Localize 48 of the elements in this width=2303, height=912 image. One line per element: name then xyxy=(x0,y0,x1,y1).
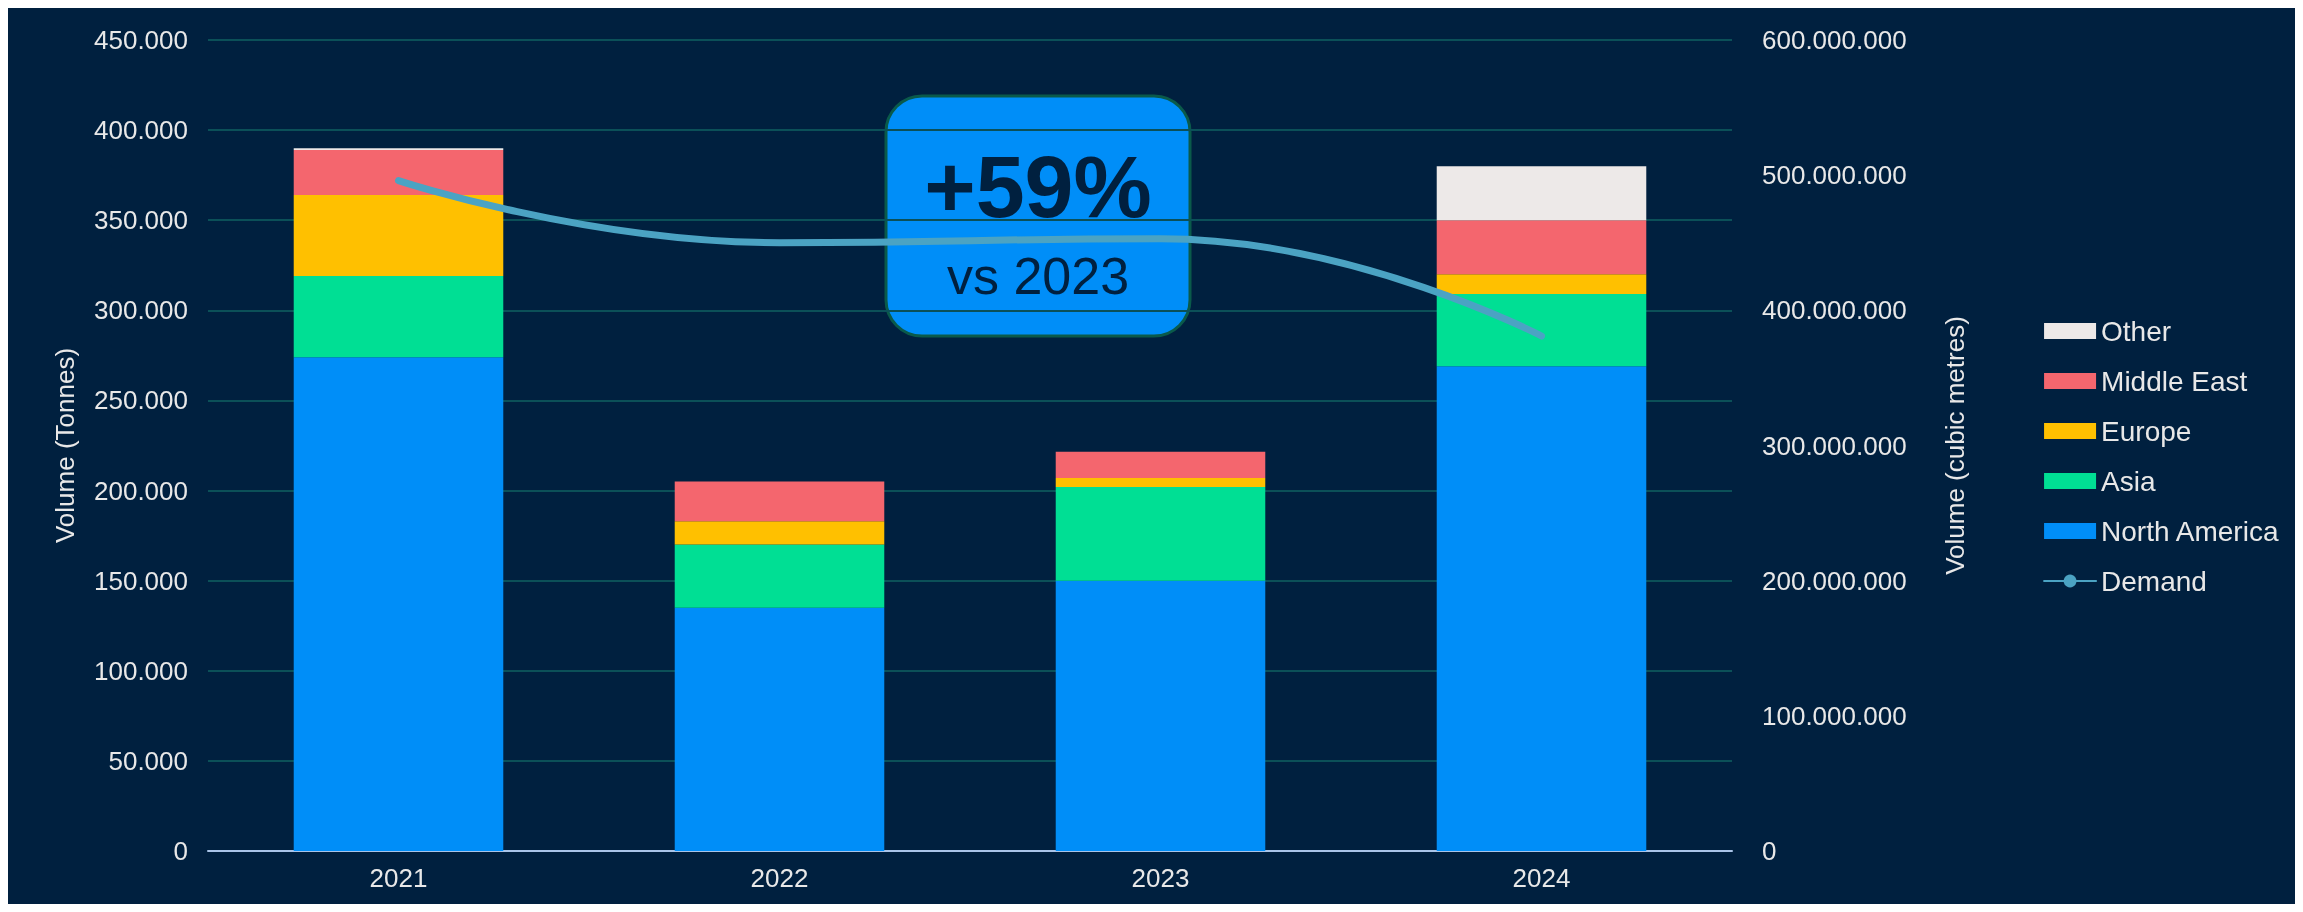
y-tick-label: 0 xyxy=(173,836,188,866)
y2-tick-label: 500.000.000 xyxy=(1762,160,1907,191)
y-tick-label: 400.000 xyxy=(94,115,188,146)
y-axis-title: Volume (Tonnes) xyxy=(50,347,80,544)
x-tick-label: 2023 xyxy=(1131,863,1190,893)
bar xyxy=(1436,366,1647,851)
y2-tick-label: 100.000.000 xyxy=(1762,700,1907,731)
y-tick-label: 350.000 xyxy=(94,205,188,236)
x-tick-label: 2021 xyxy=(369,863,428,893)
legend-label: Europe xyxy=(2101,415,2192,447)
annotation: vs 2023 xyxy=(946,247,1130,305)
x-tick-label: 2022 xyxy=(750,863,809,893)
y2-axis-title: Volume (cubic metres) xyxy=(1940,316,1970,575)
bar xyxy=(674,521,885,545)
bar xyxy=(1436,274,1647,295)
y-tick-label: 250.000 xyxy=(94,385,188,416)
bar xyxy=(1055,486,1266,581)
bar xyxy=(1436,166,1647,221)
y2-tick-label: 400.000.000 xyxy=(1762,295,1907,326)
y2-tick-label: 600.000.000 xyxy=(1762,25,1907,55)
bar xyxy=(1055,477,1266,487)
bar xyxy=(293,357,504,851)
bar xyxy=(1436,294,1647,367)
y2-tick-label: 200.000.000 xyxy=(1762,565,1907,596)
bar xyxy=(293,276,504,358)
x-tick-label: 2024 xyxy=(1512,863,1571,893)
bar xyxy=(1436,220,1647,275)
y-tick-label: 100.000 xyxy=(94,655,188,686)
y2-tick-label: 300.000.000 xyxy=(1762,430,1907,461)
bar xyxy=(1055,580,1266,851)
bar xyxy=(293,194,504,277)
bar xyxy=(674,607,885,851)
bar xyxy=(1055,451,1266,478)
y-tick-label: 450.000 xyxy=(94,25,188,55)
y-tick-label: 50.000 xyxy=(108,745,188,776)
bar xyxy=(674,544,885,608)
legend-label: Demand xyxy=(2101,565,2207,597)
legend-label: North America xyxy=(2101,515,2279,547)
y-tick-label: 150.000 xyxy=(94,565,188,596)
y-tick-label: 300.000 xyxy=(94,295,188,326)
y-tick-label: 200.000 xyxy=(94,475,188,506)
annotation: +59% xyxy=(924,136,1152,236)
legend-label: Middle East xyxy=(2101,365,2248,397)
bar xyxy=(674,481,885,522)
y2-tick-label: 0 xyxy=(1762,836,1777,866)
legend-label: Other xyxy=(2101,315,2172,347)
bar xyxy=(293,149,504,195)
legend-label: Asia xyxy=(2101,465,2156,497)
